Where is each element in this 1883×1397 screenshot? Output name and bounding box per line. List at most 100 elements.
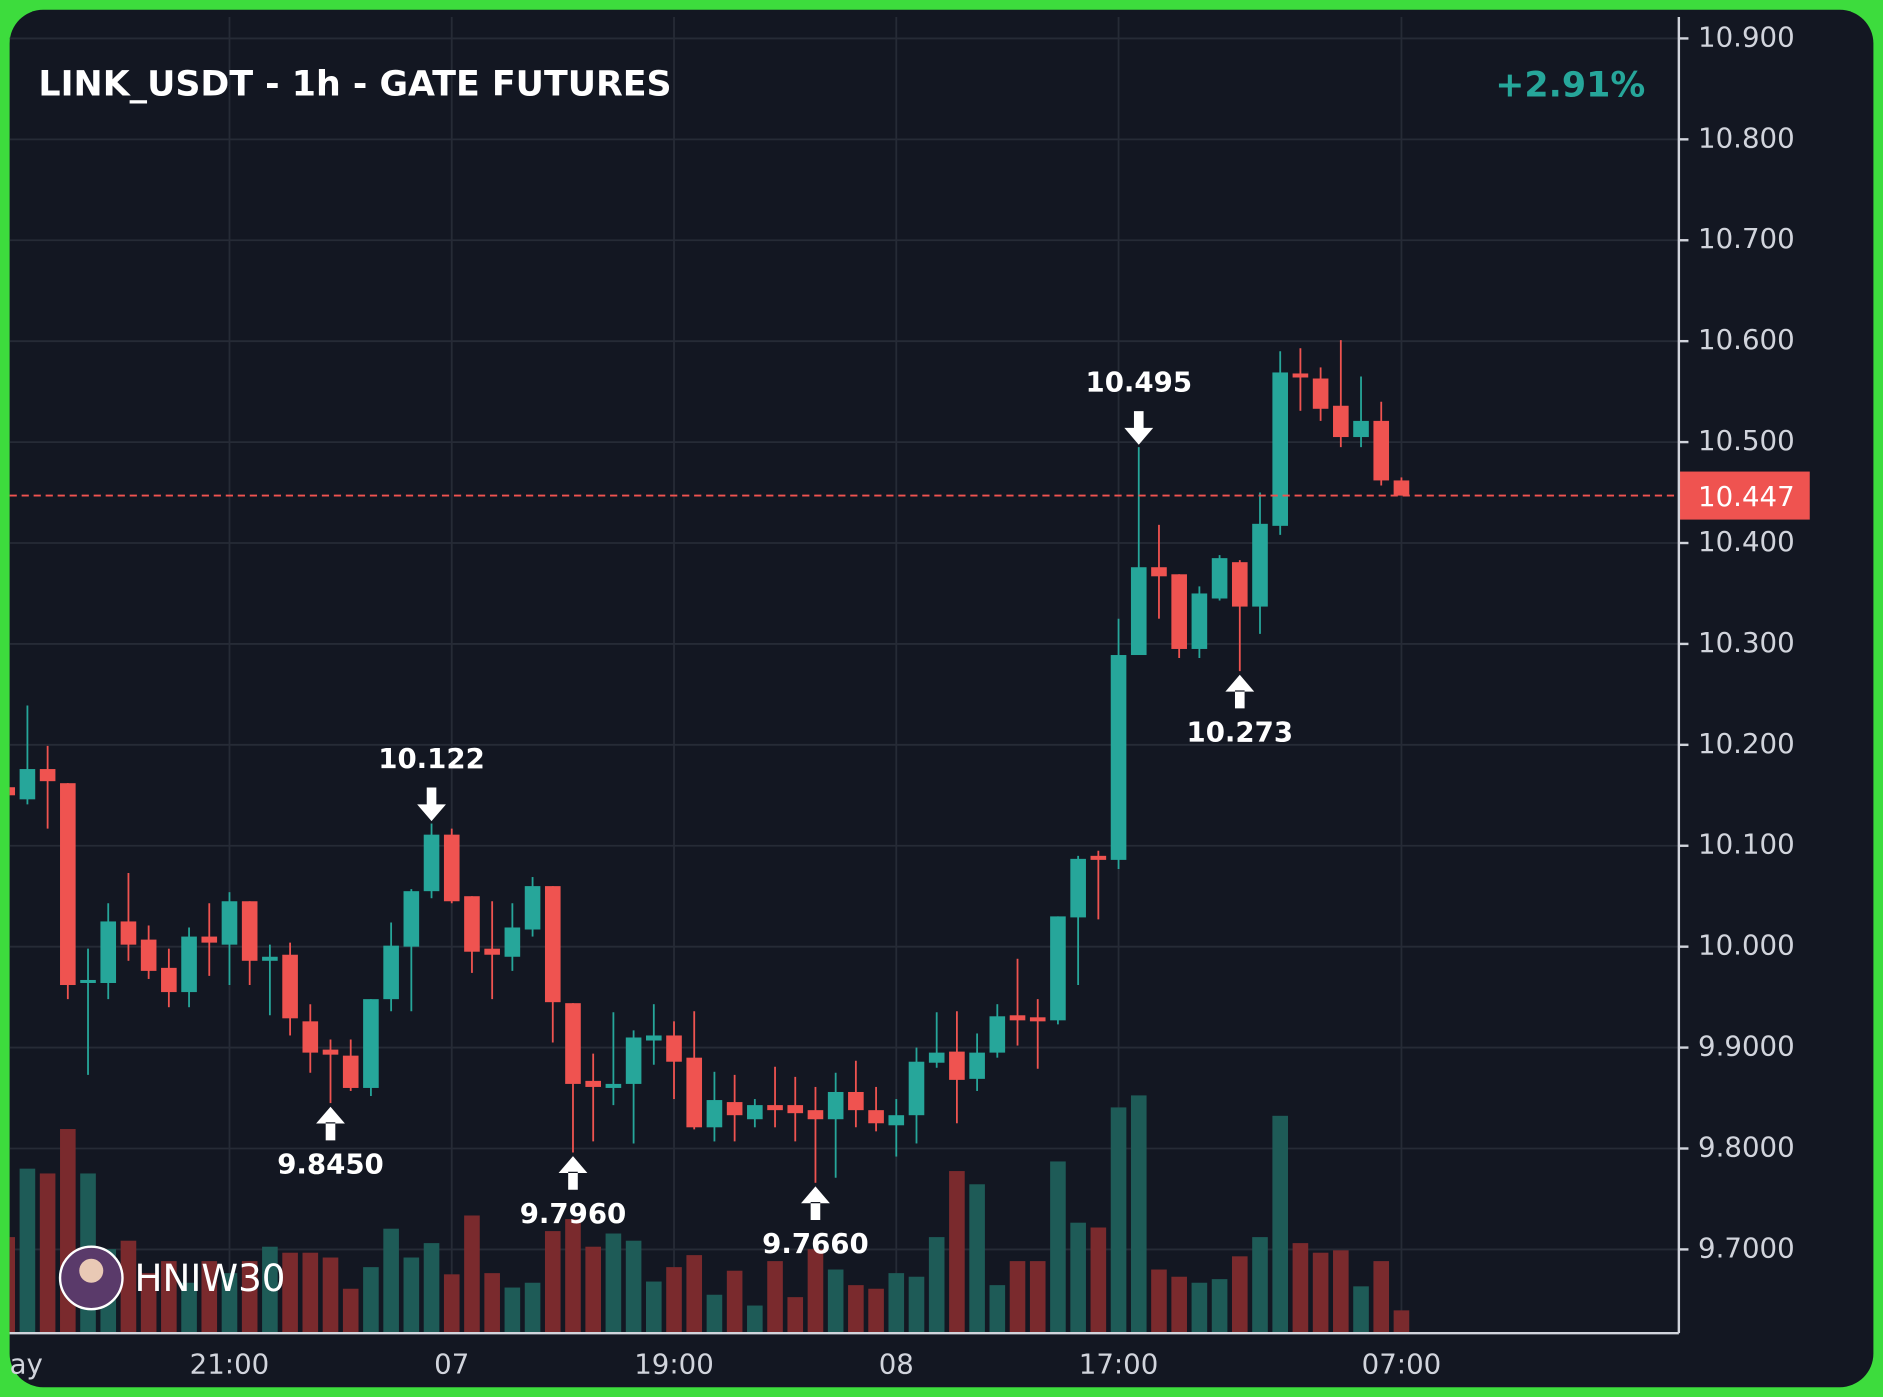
volume-bar [989, 1285, 1006, 1334]
volume-bar [666, 1267, 682, 1334]
volume-bar [625, 1240, 642, 1334]
x-tick-label: 21:00 [190, 1348, 270, 1381]
candle-body [726, 1102, 743, 1116]
volume-bar [787, 1297, 804, 1334]
y-tick-label: 10.500 [1698, 424, 1795, 457]
candle-body [403, 891, 420, 947]
candle-body [464, 896, 480, 952]
candle-body [625, 1037, 642, 1084]
volume-bar [747, 1305, 763, 1334]
candle-body [1070, 858, 1086, 918]
candle-body [524, 886, 541, 930]
annotation-label: 9.7660 [762, 1227, 869, 1260]
y-tick-label: 10.800 [1698, 121, 1795, 154]
volume-bar [423, 1243, 440, 1334]
candle-body [120, 921, 137, 945]
candle-body [928, 1052, 945, 1063]
volume-bar [19, 1168, 36, 1334]
volume-bar [1353, 1286, 1369, 1334]
candle-body [60, 783, 76, 986]
y-tick-label: 10.000 [1698, 929, 1795, 962]
candle-body [1090, 855, 1107, 860]
candle-body [322, 1049, 339, 1055]
candle-body [262, 956, 278, 961]
watermark: HNIW30 [135, 1256, 286, 1300]
volume-bar [262, 1246, 278, 1334]
volume-bar [1130, 1095, 1147, 1334]
candle-body [423, 834, 440, 892]
annotation-arrow [1124, 411, 1154, 445]
candle-body [585, 1080, 601, 1087]
candle-body [989, 1016, 1006, 1053]
annotation-label: 9.8450 [277, 1148, 384, 1181]
candle-body [706, 1100, 723, 1128]
candle-body [181, 936, 197, 993]
volume-bar [120, 1240, 137, 1334]
candle-body [241, 901, 258, 961]
volume-bar [1272, 1115, 1289, 1334]
y-tick-label: 10.100 [1698, 828, 1795, 861]
annotation-label: 10.122 [378, 742, 485, 775]
candle-body [443, 834, 460, 902]
grid [9, 16, 1679, 1334]
candle-layer [9, 340, 1410, 1183]
volume-layer [9, 1095, 1410, 1334]
chart-title: LINK_USDT - 1h - GATE FUTURES [38, 64, 671, 104]
y-tick-label: 9.8000 [1698, 1130, 1795, 1163]
volume-bar [686, 1255, 703, 1334]
volume-bar [544, 1231, 561, 1334]
candle-body [605, 1083, 622, 1088]
volume-bar [848, 1285, 864, 1334]
volume-bar [1090, 1227, 1107, 1334]
volume-bar [1333, 1250, 1349, 1334]
x-tick-label: 07:00 [1362, 1348, 1442, 1381]
annotation-arrow [417, 787, 446, 822]
candle-body [969, 1052, 985, 1079]
volume-bar [383, 1228, 399, 1334]
volume-bar [464, 1215, 480, 1334]
candle-body [787, 1105, 804, 1114]
volume-bar [1029, 1261, 1046, 1334]
candle-body [908, 1061, 925, 1116]
volume-bar [524, 1282, 541, 1334]
volume-bar [1393, 1310, 1410, 1334]
candle-body [1252, 523, 1268, 607]
candle-body [1151, 567, 1167, 577]
candle-body [1009, 1015, 1026, 1021]
annotation-label: 9.7960 [520, 1197, 627, 1230]
volume-bar [928, 1237, 945, 1334]
candle-body [1191, 593, 1208, 649]
volume-bar [949, 1171, 965, 1334]
annotation-label: 10.495 [1085, 365, 1192, 398]
x-tick-label: 07 [434, 1348, 469, 1381]
candle-body [544, 886, 561, 1003]
candle-body [827, 1091, 844, 1120]
annotation-arrow [558, 1156, 588, 1190]
candle-body [282, 954, 298, 1019]
candle-body [848, 1091, 864, 1111]
volume-bar [1110, 1107, 1127, 1334]
volume-bar [181, 1282, 197, 1334]
candle-body [1211, 558, 1228, 599]
candle-body [1231, 562, 1248, 607]
volume-bar [403, 1257, 420, 1334]
volume-bar [767, 1261, 783, 1334]
volume-bar [726, 1270, 743, 1334]
volume-bar [969, 1184, 985, 1334]
y-tick-label: 10.400 [1698, 525, 1795, 558]
volume-bar [484, 1273, 500, 1334]
candle-body [1333, 405, 1349, 438]
volume-bar [706, 1294, 723, 1334]
candle-body [201, 936, 218, 943]
volume-bar [908, 1276, 925, 1334]
volume-bar [1009, 1261, 1026, 1334]
volume-bar [868, 1288, 884, 1334]
candle-body [868, 1110, 884, 1124]
candle-body [140, 939, 157, 971]
volume-bar [1191, 1282, 1208, 1334]
y-tick-label: 10.200 [1698, 727, 1795, 760]
candle-body [1292, 373, 1309, 378]
volume-bar [282, 1252, 298, 1334]
background [9, 9, 1874, 1388]
candle-body [19, 769, 36, 800]
